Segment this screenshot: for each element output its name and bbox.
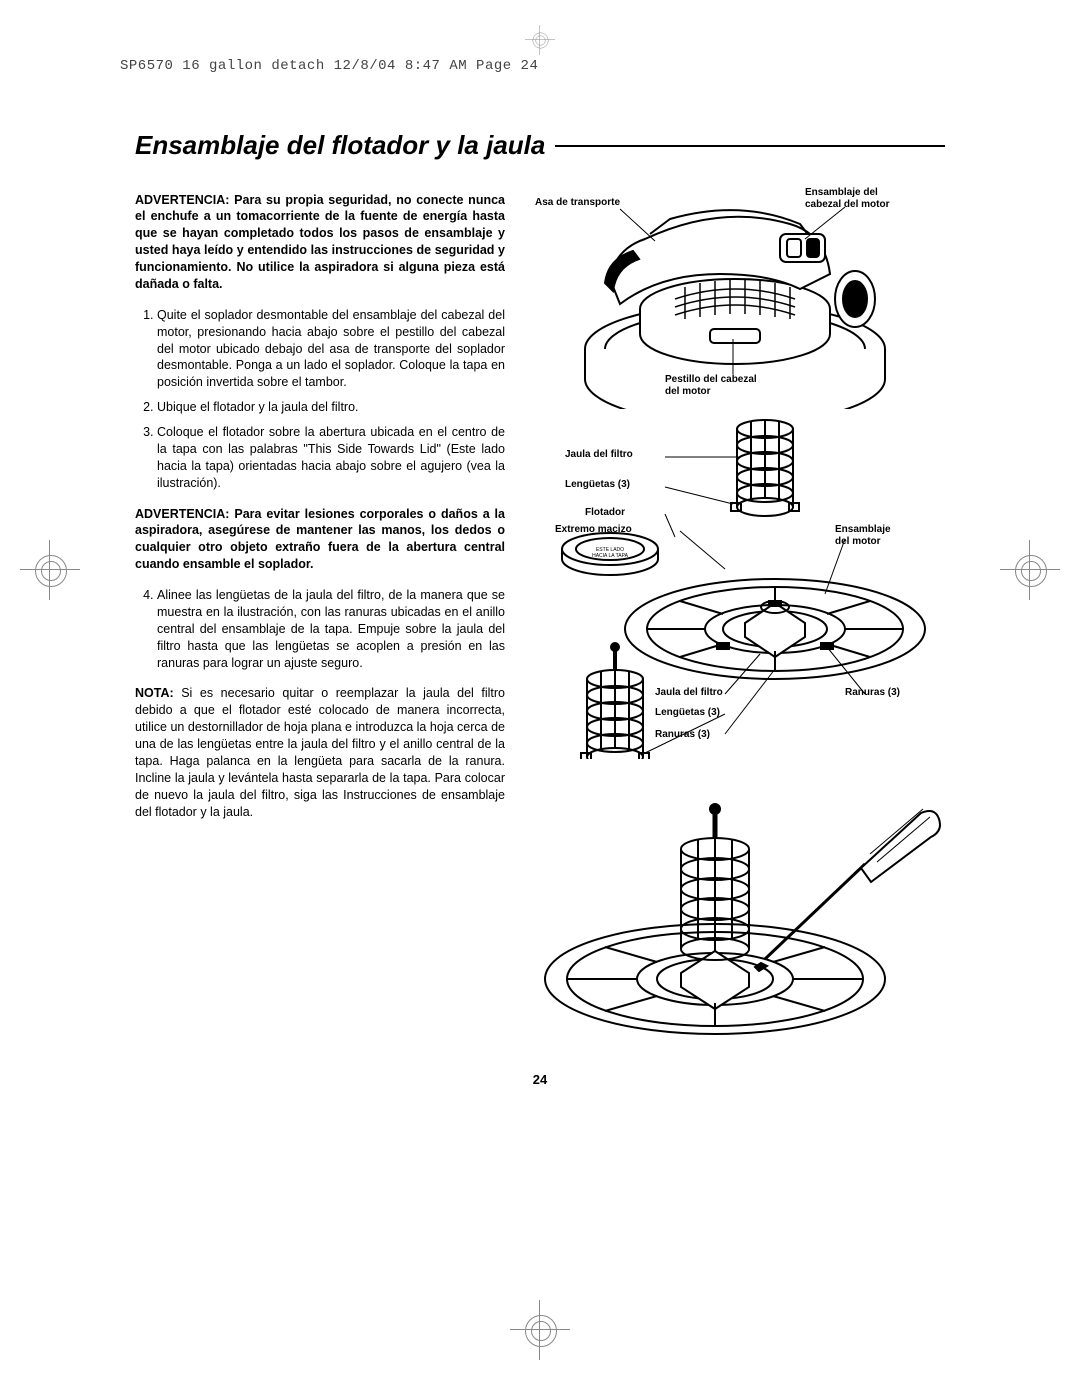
label-leng1: Lengüetas (3) bbox=[565, 479, 630, 491]
registration-mark bbox=[510, 1300, 570, 1360]
label-flotador: Flotador bbox=[585, 507, 625, 519]
figure-motor-head: Asa de transporte Ensamblaje del cabezal… bbox=[525, 179, 945, 409]
note-body: Si es necesario quitar o reemplazar la j… bbox=[135, 686, 505, 818]
label-jaula1: Jaula del filtro bbox=[565, 449, 633, 461]
title-rule bbox=[555, 145, 945, 147]
page-content: Ensamblaje del flotador y la jaula ADVER… bbox=[135, 130, 945, 1069]
warning-2: ADVERTENCIA: Para evitar lesiones corpor… bbox=[135, 506, 505, 574]
label-asa: Asa de transporte bbox=[535, 197, 620, 209]
label-ranuras2: Ranuras (3) bbox=[655, 729, 710, 741]
label-jaula2: Jaula del filtro bbox=[655, 687, 723, 699]
registration-mark bbox=[20, 540, 80, 600]
warning-1: ADVERTENCIA: Para su propia seguridad, n… bbox=[135, 192, 505, 293]
step-4: Alinee las lengüetas de la jaula del fil… bbox=[157, 587, 505, 671]
page-title: Ensamblaje del flotador y la jaula bbox=[135, 130, 545, 161]
page-number: 24 bbox=[0, 1072, 1080, 1087]
figure-screwdriver bbox=[525, 769, 945, 1069]
title-row: Ensamblaje del flotador y la jaula bbox=[135, 130, 945, 161]
steps-list-b: Alinee las lengüetas de la jaula del fil… bbox=[135, 587, 505, 671]
label-extremo: Extremo macizo bbox=[555, 524, 632, 536]
label-leng2: Lengüetas (3) bbox=[655, 707, 720, 719]
figure-float-cage: ESTE LADO HACIA LA TAPA bbox=[525, 419, 945, 759]
note-lead: NOTA: bbox=[135, 686, 174, 700]
step-3: Coloque el flotador sobre la abertura ub… bbox=[157, 424, 505, 492]
note: NOTA: Si es necesario quitar o reemplaza… bbox=[135, 685, 505, 820]
registration-mark bbox=[1000, 540, 1060, 600]
step-2: Ubique el flotador y la jaula del filtro… bbox=[157, 399, 505, 416]
registration-mark bbox=[525, 25, 555, 55]
label-pestillo: Pestillo del cabezal del motor bbox=[665, 374, 757, 397]
step-1: Quite el soplador desmontable del ensamb… bbox=[157, 307, 505, 391]
figure-column: Asa de transporte Ensamblaje del cabezal… bbox=[525, 179, 945, 1069]
text-column: ADVERTENCIA: Para su propia seguridad, n… bbox=[135, 179, 505, 1069]
label-ranuras1: Ranuras (3) bbox=[845, 687, 900, 699]
steps-list-a: Quite el soplador desmontable del ensamb… bbox=[135, 307, 505, 492]
print-header: SP6570 16 gallon detach 12/8/04 8:47 AM … bbox=[120, 58, 538, 74]
label-ensam-motor: Ensamblaje del motor bbox=[835, 524, 891, 547]
svg-text:HACIA LA TAPA: HACIA LA TAPA bbox=[592, 553, 629, 559]
label-ensam-cabezal: Ensamblaje del cabezal del motor bbox=[805, 187, 889, 210]
